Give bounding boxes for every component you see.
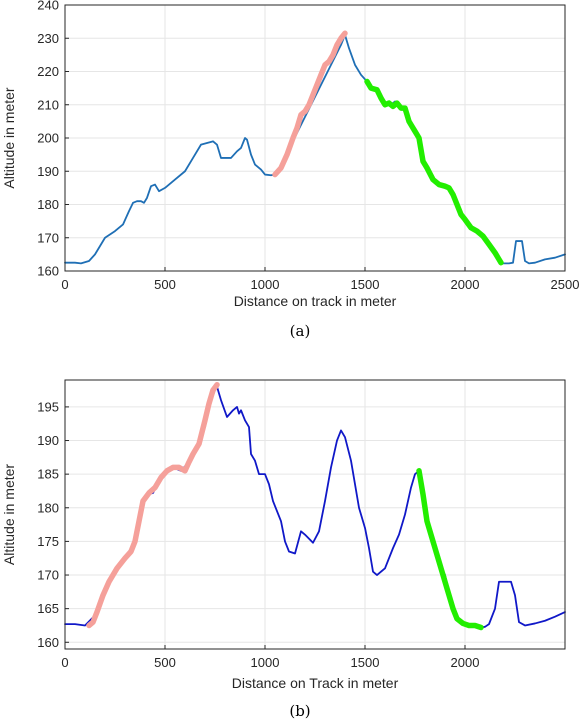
chart-b-xtick-label: 0 xyxy=(61,655,68,670)
chart-a-ytick-label: 200 xyxy=(37,131,59,146)
chart-b-ytick-label: 180 xyxy=(37,500,59,515)
chart-a-xtick-label: 1000 xyxy=(251,277,280,292)
chart-a-ytick-label: 230 xyxy=(37,31,59,46)
chart-a-ytick-label: 240 xyxy=(37,0,59,13)
chart-b-plot-frame xyxy=(64,379,566,650)
chart-a-ytick-label: 160 xyxy=(37,264,59,279)
chart-a-xtick-label: 2000 xyxy=(451,277,480,292)
chart-b-series-line-ascent xyxy=(86,381,220,629)
chart-a-y-axis-label: Altitude in meter xyxy=(1,87,17,188)
chart-b-ytick-label: 175 xyxy=(37,534,59,549)
chart-a-series-line-descent xyxy=(364,78,504,266)
chart-b-xtick-label: 1000 xyxy=(251,655,280,670)
chart-a-series-line-ascent xyxy=(272,30,348,178)
chart-a-xtick-label: 1500 xyxy=(351,277,380,292)
chart-b-xtick-label: 2000 xyxy=(451,655,480,670)
chart-a-caption: (a) xyxy=(290,322,311,340)
chart-a-series-line-track xyxy=(64,34,566,265)
chart-a-x-axis-label: Distance on track in meter xyxy=(234,293,397,309)
chart-a-ytick-label: 210 xyxy=(37,97,59,112)
chart-a-xtick-label: 2500 xyxy=(551,277,580,292)
chart-b-caption: (b) xyxy=(289,702,310,720)
chart-b-ytick-label: 160 xyxy=(37,635,59,650)
chart-b-series-line-descent xyxy=(416,468,484,631)
chart-a-xtick-label: 0 xyxy=(61,277,68,292)
chart-a-ytick-label: 170 xyxy=(37,230,59,245)
chart-b-ytick-label: 185 xyxy=(37,467,59,482)
chart-b-ytick-label: 170 xyxy=(37,568,59,583)
chart-a-ytick-label: 180 xyxy=(37,197,59,212)
chart-b-ytick-label: 190 xyxy=(37,433,59,448)
chart-b-xtick-label: 500 xyxy=(154,655,176,670)
chart-b-x-axis-label: Distance on Track in meter xyxy=(232,675,399,691)
chart-a-xtick-label: 500 xyxy=(154,277,176,292)
chart-b-ytick-label: 195 xyxy=(37,399,59,414)
chart-b-y-axis-label: Altitude in meter xyxy=(1,464,17,565)
chart-b-ytick-label: 165 xyxy=(37,601,59,616)
chart-a-ytick-label: 190 xyxy=(37,164,59,179)
chart-a-ytick-label: 220 xyxy=(37,64,59,79)
chart-b-xtick-label: 1500 xyxy=(351,655,380,670)
